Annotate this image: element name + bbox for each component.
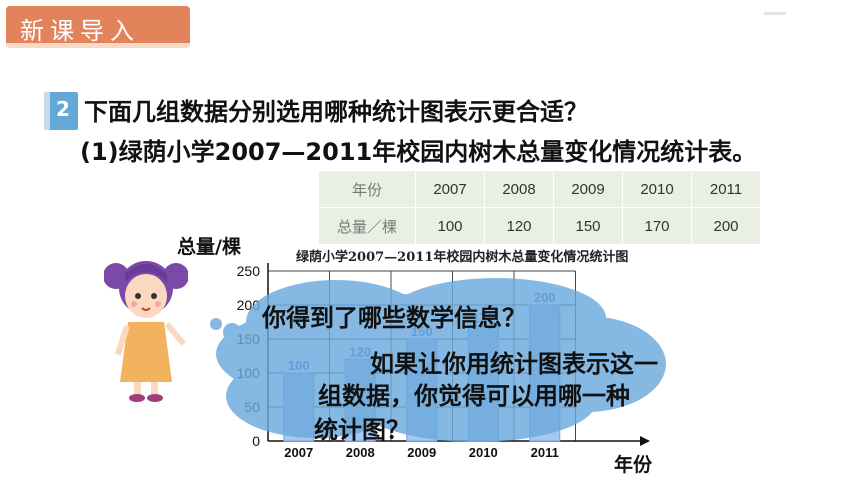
decorative-mark xyxy=(764,12,786,15)
table-cell-total: 200 xyxy=(691,207,761,245)
x-tick-label: 2007 xyxy=(284,445,313,460)
table-cell-total: 120 xyxy=(484,207,554,245)
section-banner: 新课导入 xyxy=(6,6,190,48)
table-cell-total: 100 xyxy=(415,207,485,245)
y-tick-label: 250 xyxy=(237,263,261,279)
table-cell-year: 2010 xyxy=(622,170,692,208)
question-prompt: 下面几组数据分别选用哪种统计图表示更合适？ xyxy=(84,98,588,126)
question-item: (1)绿荫小学2007—2011年校园内树木总量变化情况统计表。 xyxy=(80,138,757,166)
table-cell-year: 2009 xyxy=(553,170,623,208)
speech-line-1: 你得到了哪些数学信息？ xyxy=(262,304,526,332)
speech-line-3: 组数据，你觉得可以用哪一种 xyxy=(318,382,630,410)
girl-illustration xyxy=(104,261,188,402)
table-row-years: 年份 2007 2008 2009 2010 2011 xyxy=(318,170,761,208)
x-axis-arrow xyxy=(640,436,650,446)
speech-cloud xyxy=(210,278,666,442)
x-tick-label: 2008 xyxy=(346,445,375,460)
data-table: 年份 2007 2008 2009 2010 2011 总量／棵 100 120… xyxy=(318,170,761,245)
speech-line-4: 统计图？ xyxy=(314,416,410,444)
table-header-total: 总量／棵 xyxy=(318,207,416,245)
chart-title: 绿荫小学2007—2011年校园内树木总量变化情况统计图 xyxy=(296,250,629,265)
y-tick-label: 0 xyxy=(252,433,260,449)
table-row-totals: 总量／棵 100 120 150 170 200 xyxy=(318,207,761,245)
chart-x-axis-label: 年份 xyxy=(614,454,653,476)
banner-title: 新课导入 xyxy=(20,17,140,45)
x-tick-label: 2009 xyxy=(407,445,436,460)
question-number-badge: 2 xyxy=(44,92,78,130)
question-number: 2 xyxy=(56,97,70,121)
chart-y-axis-label: 总量/棵 xyxy=(177,236,241,258)
table-cell-year: 2007 xyxy=(415,170,485,208)
table-cell-total: 150 xyxy=(553,207,623,245)
x-tick-label: 2011 xyxy=(531,445,559,460)
speech-line-2: 如果让你用统计图表示这一 xyxy=(370,350,658,378)
table-cell-year: 2011 xyxy=(691,170,761,208)
table-cell-total: 170 xyxy=(622,207,692,245)
table-header-year: 年份 xyxy=(318,170,416,208)
x-tick-label: 2010 xyxy=(469,445,498,460)
